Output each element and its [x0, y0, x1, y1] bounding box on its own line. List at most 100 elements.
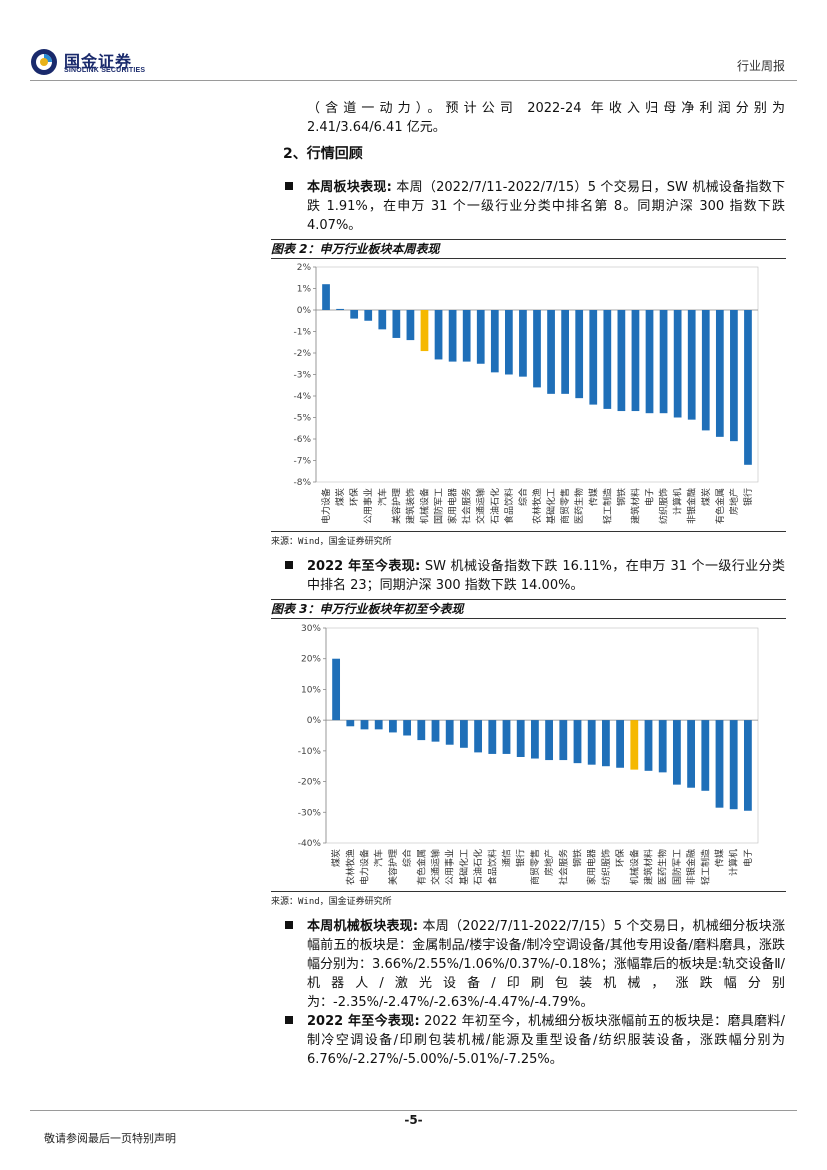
bullet-text: 本周板块表现: 本周（2022/7/11-2022/7/15）5 个交易日，SW… — [307, 178, 785, 235]
bar-有色金属 — [417, 720, 426, 741]
x-tick-label: 基础化工 — [545, 488, 557, 524]
x-tick-label: 有色金属 — [714, 488, 726, 524]
y-tick-label: 1% — [297, 285, 312, 295]
bar-纺织服饰 — [659, 310, 668, 414]
bullet-text: 2022 年至今表现: SW 机械设备指数下跌 16.11%，在申万 31 个一… — [307, 557, 785, 595]
bar-医药生物 — [575, 310, 584, 399]
bar-石油石化 — [490, 310, 499, 373]
x-tick-label: 汽车 — [376, 488, 388, 506]
bar-汽车 — [374, 720, 383, 730]
y-tick-label: -3% — [293, 371, 311, 381]
logo-mark-icon — [31, 49, 57, 75]
page-number: -5- — [404, 1113, 423, 1127]
footer-disclaimer: 敬请参阅最后一页特别声明 — [44, 1132, 176, 1145]
x-tick-label: 公用事业 — [362, 488, 374, 524]
bar-石油石化 — [474, 720, 483, 753]
x-tick-label: 机械设备 — [418, 488, 430, 524]
y-tick-label: -40% — [298, 839, 322, 849]
company-logo: 国金证券 SINOLINK SECURITIES — [30, 46, 160, 80]
bar-社会服务 — [559, 720, 568, 761]
bar-农林牧渔 — [346, 720, 355, 727]
bar-建筑装饰 — [406, 310, 415, 341]
x-tick-label: 银行 — [742, 488, 754, 506]
x-tick-label: 传媒 — [587, 488, 599, 506]
header-divider — [30, 80, 797, 81]
logo-en-text: SINOLINK SECURITIES — [64, 67, 146, 74]
y-tick-label: -2% — [293, 349, 311, 359]
bullet-body: 本周（2022/7/11-2022/7/15）5 个交易日，机械细分板块涨幅前五… — [307, 919, 785, 1010]
x-tick-label: 电力设备 — [359, 849, 371, 885]
bar-有色金属 — [715, 310, 724, 437]
x-tick-label: 钢铁 — [572, 849, 584, 867]
x-tick-label: 基础化工 — [458, 849, 470, 885]
bar-交通运输 — [431, 720, 440, 742]
bar-煤炭 — [336, 308, 344, 310]
y-tick-label: -4% — [293, 392, 311, 402]
bar-纺织服饰 — [601, 720, 610, 767]
y-tick-label: 20% — [301, 655, 321, 665]
x-tick-label: 食品饮料 — [486, 849, 498, 885]
bar-农林牧渔 — [533, 310, 541, 388]
bar-美容护理 — [388, 720, 397, 733]
intro-line-1: （含道一动力）。预计公司 2022-24 年收入归母净利润分别为 — [307, 101, 785, 116]
bar-非银金融 — [687, 310, 696, 420]
bar-商贸零售 — [561, 310, 569, 394]
x-tick-label: 有色金属 — [415, 849, 427, 885]
x-tick-label: 房地产 — [728, 488, 740, 515]
figure2-title: 图表 2：申万行业板块本周表现 — [271, 239, 786, 259]
x-tick-label: 家用电器 — [447, 488, 459, 524]
bar-食品饮料 — [488, 720, 497, 754]
bar-国防军工 — [672, 720, 681, 785]
bar-基础化工 — [459, 720, 468, 748]
x-tick-label: 公用事业 — [444, 849, 456, 885]
bullet-body: 2022 年初至今，机械细分板块涨幅前五的板块是：磨具磨料/制冷空调设备/印刷包… — [307, 1014, 785, 1067]
x-tick-label: 环保 — [348, 488, 360, 506]
bar-银行 — [744, 310, 752, 465]
bar-房地产 — [730, 310, 738, 442]
x-tick-label: 机械设备 — [628, 849, 640, 885]
x-tick-label: 医药生物 — [573, 488, 585, 524]
bar-基础化工 — [547, 310, 555, 394]
figure2-source: 来源：Wind，国金证券研究所 — [271, 531, 786, 547]
y-tick-label: -10% — [298, 747, 322, 757]
bar-电子 — [743, 720, 752, 811]
bullet-text: 2022 年至今表现: 2022 年初至今，机械细分板块涨幅前五的板块是：磨具磨… — [307, 1012, 785, 1069]
bullet-ytd-machinery: 2022 年至今表现: 2022 年初至今，机械细分板块涨幅前五的板块是：磨具磨… — [285, 1012, 785, 1072]
x-tick-label: 电子 — [742, 849, 754, 867]
x-tick-label: 通信 — [501, 849, 513, 867]
x-tick-label: 纺织服饰 — [658, 488, 670, 524]
bar-国防军工 — [434, 310, 443, 360]
bar-综合 — [519, 310, 527, 377]
bar-医药生物 — [658, 720, 667, 773]
x-tick-label: 美容护理 — [390, 488, 402, 524]
bar-煤炭 — [701, 310, 710, 431]
figure3-title: 图表 3：申万行业板块年初至今表现 — [271, 599, 786, 619]
bullet-square-icon — [285, 1016, 293, 1024]
x-tick-label: 非银金融 — [686, 488, 698, 524]
bar-轻工制造 — [603, 310, 612, 409]
x-tick-label: 社会服务 — [461, 488, 473, 524]
x-tick-label: 商贸零售 — [559, 488, 571, 524]
bar-轻工制造 — [701, 720, 710, 791]
bar-食品饮料 — [505, 310, 513, 375]
bullet-bold: 2022 年至今表现: — [307, 559, 421, 574]
bar-建筑材料 — [631, 310, 640, 412]
bar-钢铁 — [617, 310, 626, 412]
bar-电力设备 — [322, 284, 330, 310]
figure3-source: 来源：Wind，国金证券研究所 — [271, 891, 786, 907]
bullet-bold: 本周板块表现: — [307, 180, 392, 195]
y-tick-label: 30% — [301, 624, 321, 634]
x-tick-label: 轻工制造 — [601, 488, 613, 524]
figure2-chart: 2%1%0%-1%-2%-3%-4%-5%-6%-7%-8%电力设备 煤炭 环保 公用… — [293, 263, 759, 524]
bar-机械设备 — [420, 310, 429, 352]
bar-煤炭 — [332, 658, 341, 721]
x-tick-label: 国防军工 — [433, 488, 445, 524]
bar-传媒 — [589, 310, 598, 405]
x-tick-label: 石油石化 — [472, 849, 484, 885]
y-tick-label: -8% — [293, 478, 311, 488]
bar-计算机 — [729, 720, 738, 810]
x-tick-label: 美容护理 — [387, 849, 399, 885]
x-tick-label: 医药生物 — [657, 849, 669, 885]
x-tick-label: 计算机 — [672, 488, 684, 515]
bar-建筑材料 — [644, 720, 653, 771]
